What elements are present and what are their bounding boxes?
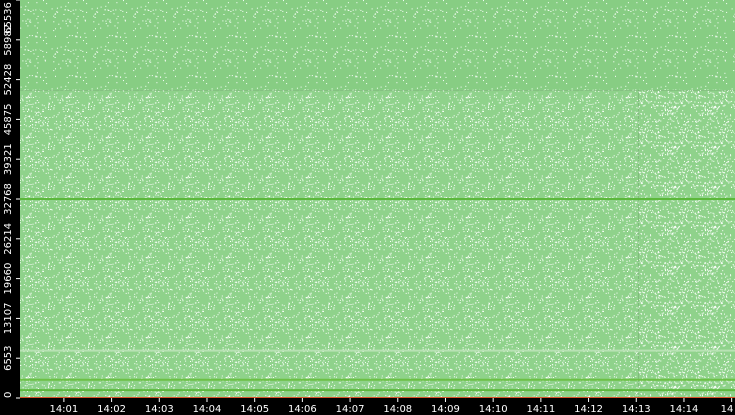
x-tick-label: 14:09: [431, 404, 460, 415]
y-tick-label: 65536: [3, 2, 14, 34]
density-speckle: [638, 90, 735, 398]
density-speckle: [20, 90, 639, 398]
x-tick-label: 14:10: [479, 404, 508, 415]
x-tick-label: 14:13: [622, 404, 651, 415]
y-tick-label: 26214: [3, 223, 14, 255]
y-tick-label: 0: [3, 392, 14, 398]
x-tick-label: 14:07: [336, 404, 365, 415]
y-tick-label: 45875: [3, 103, 14, 135]
x-tick-label: 14:12: [574, 404, 603, 415]
y-tick-label: 58982: [3, 24, 14, 56]
x-tick-label: 14:14: [670, 404, 699, 415]
x-tick-label: 14: [721, 404, 734, 415]
density-speckle: [20, 0, 735, 91]
x-tick-label: 14:08: [383, 404, 412, 415]
x-tick-label: 14:11: [526, 404, 555, 415]
y-tick-label: 39321: [3, 143, 14, 175]
x-tick-label: 14:04: [193, 404, 222, 415]
axes: 0 6553 13107 19660 26214 32768 39321 45875 52428…: [3, 0, 733, 415]
y-tick-label: 32768: [3, 183, 14, 215]
x-tick-label: 14:01: [49, 404, 78, 415]
x-tick-label: 14:02: [97, 404, 126, 415]
y-tick-label: 6553: [3, 345, 14, 370]
y-tick-label: 13107: [3, 302, 14, 334]
x-tick-label: 14:06: [288, 404, 317, 415]
y-tick-label: 52428: [3, 64, 14, 96]
y-tick-label: 19660: [3, 263, 14, 295]
plot-area: [20, 0, 735, 398]
x-tick-label: 14:03: [145, 404, 174, 415]
x-tick-label: 14:05: [240, 404, 269, 415]
